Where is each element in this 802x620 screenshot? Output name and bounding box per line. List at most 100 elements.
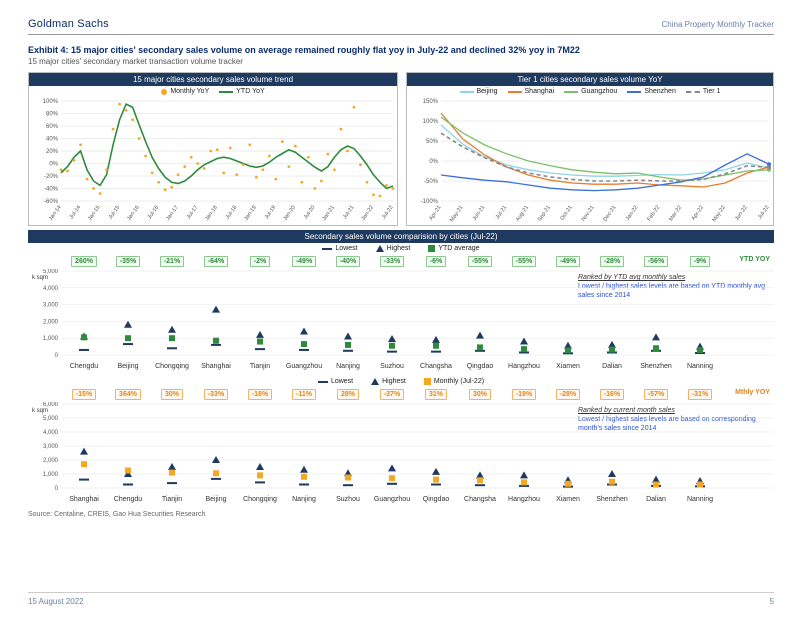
- svg-text:-50%: -50%: [424, 179, 439, 185]
- svg-text:Jan-15: Jan-15: [87, 205, 102, 222]
- svg-text:80%: 80%: [46, 112, 59, 118]
- svg-text:5,000: 5,000: [43, 416, 59, 422]
- svg-text:Dec-21: Dec-21: [602, 205, 617, 223]
- comp2-legend: Lowest Highest Monthly (Jul-22): [28, 376, 774, 387]
- yoy-badge: -6%: [426, 256, 446, 267]
- yoy-badge: -49%: [292, 256, 316, 267]
- yoy-badge: -55%: [468, 256, 492, 267]
- legend-item: Monthly YoY: [161, 88, 209, 95]
- svg-text:3,000: 3,000: [43, 303, 59, 309]
- svg-text:100%: 100%: [43, 99, 59, 105]
- chart-tier1: Tier 1 cities secondary sales volume YoY…: [406, 72, 774, 226]
- legend-item: Guangzhou: [564, 88, 617, 95]
- legend-item: Highest: [371, 378, 406, 385]
- yoy-badge: -56%: [644, 256, 668, 267]
- yoy-badge: -37%: [380, 389, 404, 400]
- svg-text:50%: 50%: [426, 139, 439, 145]
- comp1-legend: Lowest Highest YTD average: [28, 243, 774, 254]
- svg-text:Aug-21: Aug-21: [515, 205, 530, 223]
- svg-text:Apr-21: Apr-21: [428, 205, 442, 222]
- chart-tier1-title: Tier 1 cities secondary sales volume YoY: [407, 73, 773, 86]
- svg-text:0%: 0%: [429, 159, 438, 165]
- svg-text:Jan-16: Jan-16: [126, 205, 141, 222]
- svg-text:Jan-21: Jan-21: [321, 205, 336, 222]
- legend-item: Lowest: [318, 378, 353, 385]
- svg-text:Sep-21: Sep-21: [537, 205, 552, 223]
- svg-text:0: 0: [55, 353, 59, 359]
- svg-text:Feb-22: Feb-22: [646, 205, 661, 223]
- svg-text:4,000: 4,000: [43, 286, 59, 292]
- svg-text:2,000: 2,000: [43, 319, 59, 325]
- legend-item: Beijing: [460, 88, 498, 95]
- svg-text:Oct-21: Oct-21: [559, 205, 573, 222]
- exhibit-title: Exhibit 4: 15 major cities' secondary sa…: [28, 45, 774, 55]
- svg-text:1,000: 1,000: [43, 336, 59, 342]
- yoy-badge: -64%: [204, 256, 228, 267]
- yoy-badge: -15%: [72, 389, 96, 400]
- yoy-badge: -9%: [690, 256, 710, 267]
- page-footer: 15 August 2022 5: [28, 592, 774, 606]
- svg-text:-100%: -100%: [421, 199, 439, 205]
- svg-text:-20%: -20%: [44, 174, 59, 180]
- svg-text:May-21: May-21: [449, 205, 464, 223]
- yoy-badge: 260%: [71, 256, 97, 267]
- svg-text:May-22: May-22: [711, 205, 726, 223]
- svg-text:0: 0: [55, 486, 59, 492]
- yoy-badge: -28%: [600, 256, 624, 267]
- svg-text:Jan-18: Jan-18: [204, 205, 219, 222]
- comp2-badges: -15%364%30%-33%-18%-11%28%-37%31%30%-19%…: [28, 389, 774, 400]
- chart-trend: 15 major cities secondary sales volume t…: [28, 72, 398, 226]
- chart-trend-title: 15 major cities secondary sales volume t…: [29, 73, 397, 86]
- svg-text:40%: 40%: [46, 137, 59, 143]
- svg-text:Jan-17: Jan-17: [165, 205, 180, 222]
- yoy-badge: -31%: [688, 389, 712, 400]
- yoy-badge: -11%: [292, 389, 316, 400]
- svg-text:60%: 60%: [46, 124, 59, 130]
- svg-text:150%: 150%: [423, 99, 439, 105]
- yoy-badge: -40%: [336, 256, 360, 267]
- svg-text:Jul-21: Jul-21: [342, 205, 356, 221]
- svg-text:Jul-15: Jul-15: [108, 205, 122, 221]
- legend-item: Lowest: [322, 245, 357, 252]
- yoy-badge: -57%: [644, 389, 668, 400]
- mtly-yoy-label: Mthly YOY: [735, 389, 770, 396]
- yoy-badge: -35%: [116, 256, 140, 267]
- section-bar: Secondary sales volume comparision by ci…: [28, 230, 774, 243]
- svg-text:-40%: -40%: [44, 187, 59, 193]
- footer-date: 15 August 2022: [28, 597, 84, 606]
- yoy-badge: -21%: [160, 256, 184, 267]
- svg-text:Jan-20: Jan-20: [282, 205, 297, 222]
- exhibit-subtitle: 15 major cities' secondary market transa…: [28, 57, 774, 66]
- svg-text:20%: 20%: [46, 149, 59, 155]
- yoy-badge: -33%: [380, 256, 404, 267]
- legend-item: Monthly (Jul-22): [424, 378, 484, 385]
- svg-text:Jun-22: Jun-22: [734, 205, 749, 222]
- svg-text:1,000: 1,000: [43, 472, 59, 478]
- yoy-badge: -2%: [250, 256, 270, 267]
- legend-item: YTD average: [428, 245, 479, 252]
- svg-text:Jul-20: Jul-20: [303, 205, 317, 221]
- chart-trend-legend: Monthly YoYYTD YoY: [29, 86, 397, 97]
- svg-text:-60%: -60%: [44, 199, 59, 205]
- svg-text:Jan-22: Jan-22: [361, 205, 376, 222]
- comp1-svg: 01,0002,0003,0004,0005,000k sqm: [28, 269, 774, 365]
- svg-text:Jul-18: Jul-18: [225, 205, 239, 221]
- svg-text:Jul-16: Jul-16: [147, 205, 161, 221]
- footer-page: 5: [770, 597, 774, 606]
- svg-text:Jan-14: Jan-14: [48, 205, 63, 222]
- svg-text:Jul-14: Jul-14: [69, 205, 83, 221]
- brand: Goldman Sachs: [28, 18, 109, 30]
- yoy-badge: -19%: [512, 389, 536, 400]
- comp2-wrap: Mthly YOY -15%364%30%-33%-18%-11%28%-37%…: [28, 389, 774, 503]
- svg-text:Mar-22: Mar-22: [668, 205, 683, 223]
- svg-text:Jul-17: Jul-17: [186, 205, 200, 221]
- yoy-badge: 30%: [161, 389, 183, 400]
- svg-text:Jun-21: Jun-21: [472, 205, 487, 222]
- legend-item: Highest: [376, 245, 411, 252]
- svg-text:Jul-22: Jul-22: [381, 205, 395, 221]
- svg-text:Jul-19: Jul-19: [264, 205, 278, 221]
- svg-text:Apr-22: Apr-22: [691, 205, 705, 222]
- yoy-badge: -33%: [204, 389, 228, 400]
- legend-item: Shanghai: [508, 88, 555, 95]
- yoy-badge: 28%: [337, 389, 359, 400]
